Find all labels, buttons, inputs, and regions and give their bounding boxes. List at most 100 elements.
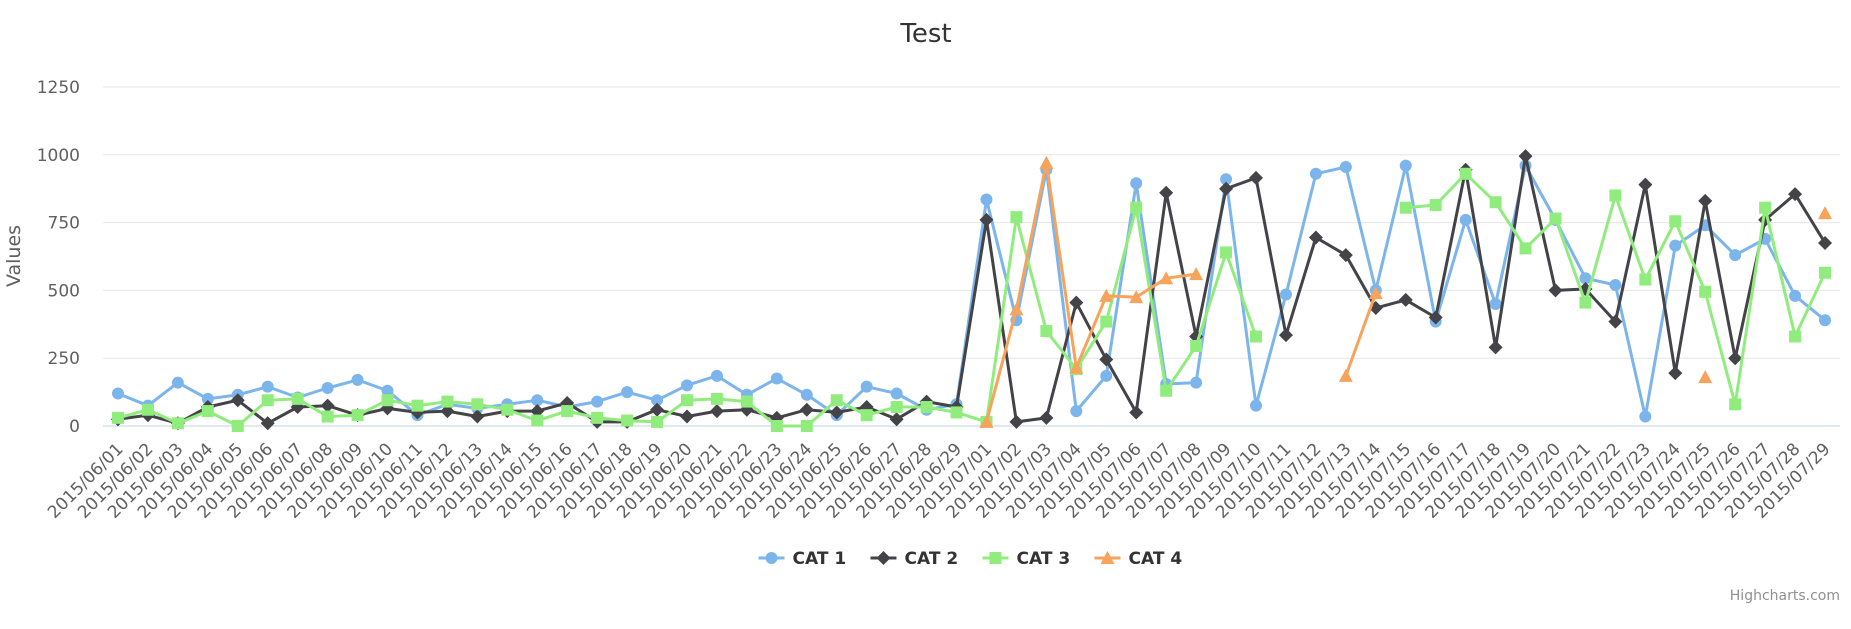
data-point[interactable] <box>291 392 304 405</box>
data-point[interactable] <box>651 394 664 407</box>
data-point[interactable] <box>1220 246 1233 259</box>
data-point[interactable] <box>230 393 245 408</box>
series-cat-1[interactable] <box>111 159 1832 423</box>
data-point[interactable] <box>1819 314 1832 327</box>
data-point[interactable] <box>1698 370 1713 384</box>
data-point[interactable] <box>1549 212 1562 225</box>
data-point[interactable] <box>1159 185 1174 200</box>
data-point[interactable] <box>1698 193 1713 208</box>
data-point[interactable] <box>1729 398 1742 411</box>
data-point[interactable] <box>770 372 783 385</box>
legend-item-cat-2[interactable]: CAT 2 <box>870 549 959 569</box>
data-point[interactable] <box>1668 366 1683 381</box>
data-point[interactable] <box>830 394 843 407</box>
data-point[interactable] <box>710 392 723 405</box>
data-point[interactable] <box>321 382 334 395</box>
data-point[interactable] <box>679 409 694 424</box>
data-point[interactable] <box>1608 314 1623 329</box>
data-point[interactable] <box>141 403 154 416</box>
data-point[interactable] <box>1669 215 1682 228</box>
legend-marker[interactable] <box>765 552 778 564</box>
data-point[interactable] <box>1399 159 1412 172</box>
data-point[interactable] <box>1159 271 1174 285</box>
data-point[interactable] <box>950 406 963 419</box>
data-point[interactable] <box>1069 295 1084 310</box>
data-point[interactable] <box>890 387 903 400</box>
data-point[interactable] <box>351 373 364 386</box>
data-point[interactable] <box>111 411 124 424</box>
data-point[interactable] <box>920 401 933 414</box>
series-cat-4[interactable] <box>979 155 1833 428</box>
data-point[interactable] <box>1278 328 1293 343</box>
data-point[interactable] <box>1190 339 1203 352</box>
data-point[interactable] <box>591 395 604 408</box>
data-point[interactable] <box>1219 181 1234 196</box>
legend[interactable]: CAT 1 CAT 2 CAT 3 CAT 4 <box>758 549 1183 569</box>
data-point[interactable] <box>799 402 814 417</box>
data-point[interactable] <box>501 403 514 416</box>
data-point[interactable] <box>1819 266 1832 279</box>
data-point[interactable] <box>979 414 994 428</box>
data-point[interactable] <box>1639 410 1652 423</box>
data-point[interactable] <box>800 388 813 401</box>
data-point[interactable] <box>1699 285 1712 298</box>
data-point[interactable] <box>261 394 274 407</box>
data-point[interactable] <box>1818 235 1833 250</box>
data-point[interactable] <box>381 394 394 407</box>
data-point[interactable] <box>171 417 184 430</box>
legend-marker[interactable] <box>989 552 1002 564</box>
data-point[interactable] <box>710 369 723 382</box>
data-point[interactable] <box>1069 360 1084 374</box>
data-point[interactable] <box>111 387 124 400</box>
data-point[interactable] <box>531 394 544 407</box>
data-point[interactable] <box>1818 206 1833 220</box>
data-point[interactable] <box>709 404 724 419</box>
data-point[interactable] <box>381 384 394 397</box>
data-point[interactable] <box>1099 288 1114 302</box>
data-point[interactable] <box>1249 170 1264 185</box>
legend-item-cat-3[interactable]: CAT 3 <box>982 549 1071 569</box>
data-point[interactable] <box>740 395 753 408</box>
series-line[interactable] <box>116 154 1827 425</box>
data-point[interactable] <box>1789 289 1802 302</box>
data-point[interactable] <box>1189 267 1204 281</box>
data-point[interactable] <box>621 414 634 427</box>
data-point[interactable] <box>1489 297 1502 310</box>
data-point[interactable] <box>1220 173 1233 186</box>
data-point[interactable] <box>860 380 873 393</box>
data-point[interactable] <box>1040 325 1053 338</box>
data-point[interactable] <box>1130 177 1143 190</box>
data-point[interactable] <box>1548 283 1563 298</box>
data-point[interactable] <box>1250 399 1263 412</box>
data-point[interactable] <box>680 379 693 392</box>
data-point[interactable] <box>651 415 664 428</box>
legend-item-cat-4[interactable]: CAT 4 <box>1094 549 1183 569</box>
data-point[interactable] <box>201 392 214 405</box>
data-point[interactable] <box>1728 351 1743 366</box>
data-point[interactable] <box>561 405 574 418</box>
data-point[interactable] <box>1099 352 1114 367</box>
data-point[interactable] <box>890 401 903 414</box>
data-point[interactable] <box>201 405 214 418</box>
data-point[interactable] <box>1070 405 1083 418</box>
data-point[interactable] <box>231 420 244 432</box>
series-cat-3[interactable] <box>111 167 1832 432</box>
data-point[interactable] <box>1489 196 1502 209</box>
data-point[interactable] <box>1368 301 1383 316</box>
data-point[interactable] <box>1039 155 1054 169</box>
data-point[interactable] <box>1338 368 1353 382</box>
legend-item-cat-1[interactable]: CAT 1 <box>758 549 847 569</box>
data-point[interactable] <box>1579 296 1592 309</box>
data-point[interactable] <box>1609 278 1622 291</box>
data-point[interactable] <box>621 386 634 399</box>
data-point[interactable] <box>1308 230 1323 245</box>
data-point[interactable] <box>1009 414 1024 429</box>
data-point[interactable] <box>1638 177 1653 192</box>
data-point[interactable] <box>1250 330 1263 343</box>
legend-marker[interactable] <box>876 551 891 565</box>
data-point[interactable] <box>441 395 454 408</box>
data-point[interactable] <box>591 411 604 424</box>
data-point[interactable] <box>1639 273 1652 286</box>
data-point[interactable] <box>1669 239 1682 252</box>
data-point[interactable] <box>1190 376 1203 389</box>
